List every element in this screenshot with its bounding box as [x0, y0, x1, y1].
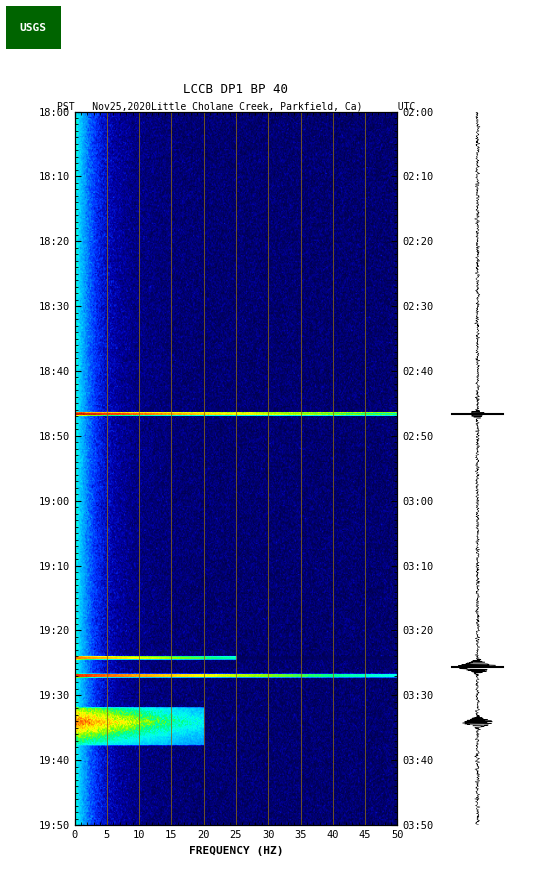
Text: PST   Nov25,2020Little Cholane Creek, Parkfield, Ca)      UTC: PST Nov25,2020Little Cholane Creek, Park…: [57, 102, 415, 112]
Text: LCCB DP1 BP 40: LCCB DP1 BP 40: [183, 83, 289, 96]
Text: USGS: USGS: [20, 22, 46, 33]
X-axis label: FREQUENCY (HZ): FREQUENCY (HZ): [189, 846, 283, 855]
FancyBboxPatch shape: [0, 0, 77, 62]
